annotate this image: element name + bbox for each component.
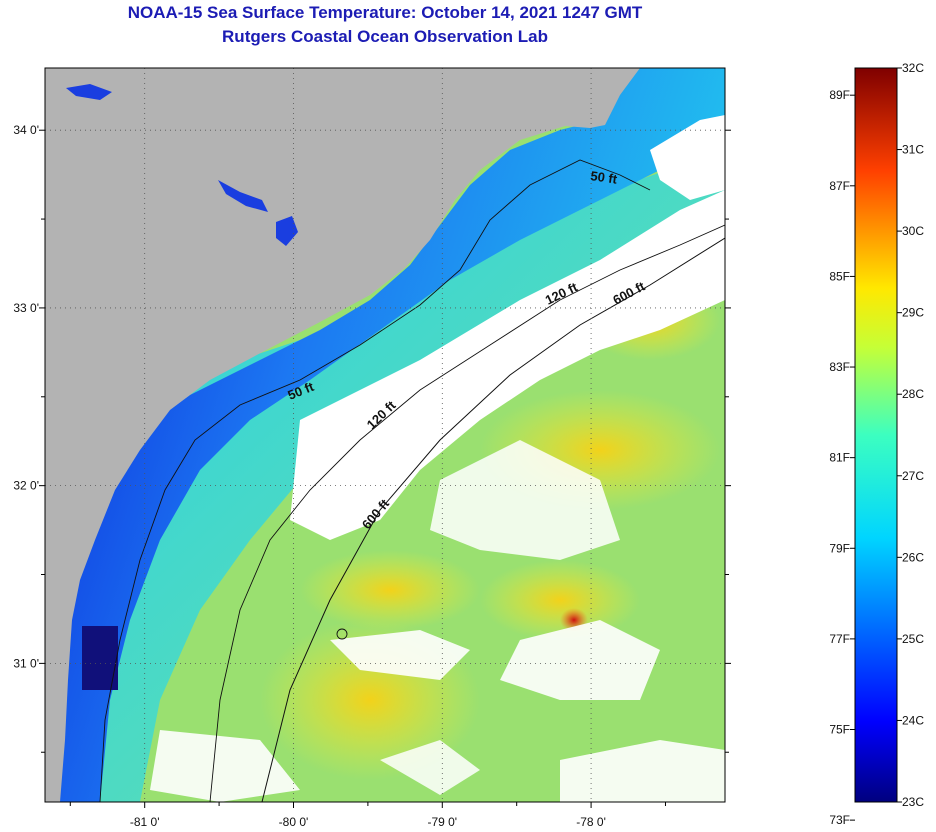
isobath-120ft [209, 224, 725, 802]
isobath-50ft [99, 159, 651, 802]
y-tick-label: 33 0' [13, 301, 39, 315]
cloud-mask [330, 630, 470, 680]
y-tick-label: 34 0' [13, 123, 39, 137]
contour-label-50ft-north: 50 ft [590, 168, 619, 187]
latitude-axis: 34 0' 33 0' 32 0' 31 0' [13, 123, 731, 753]
colorbar-celsius-label: 28C [902, 387, 924, 401]
isobath-closed-contour [336, 628, 348, 640]
land [45, 68, 640, 802]
colorbar-celsius-label: 29C [902, 306, 924, 320]
colorbar-celsius-label: 23C [902, 795, 924, 809]
cloud-mask [650, 115, 725, 200]
y-tick-label: 31 0' [13, 656, 39, 670]
inland-lake [66, 84, 112, 100]
cloud-mask [560, 740, 725, 802]
colorbar-fahrenheit-label: 75F [829, 723, 850, 737]
colorbar-fahrenheit-label: 73F [829, 813, 850, 827]
x-tick-label: -80 0' [279, 815, 309, 829]
isobath-600ft [261, 237, 725, 802]
warm-patch [300, 550, 480, 630]
nearshore-water [45, 68, 725, 802]
cloud-mask [290, 190, 725, 540]
colorbar-fahrenheit-label: 87F [829, 179, 850, 193]
colorbar-celsius-label: 31C [902, 143, 924, 157]
colorbar-fahrenheit-label: 89F [829, 88, 850, 102]
colorbar-celsius-label: 25C [902, 632, 924, 646]
colorbar-celsius-label: 24C [902, 713, 924, 727]
colorbar-celsius-label: 26C [902, 550, 924, 564]
colorbar-celsius-label: 30C [902, 224, 924, 238]
colorbar-fahrenheit-label: 79F [829, 541, 850, 555]
cold-pocket [82, 626, 118, 690]
inland-lake [276, 216, 298, 246]
cloud-mask [150, 730, 300, 802]
x-tick-label: -81 0' [130, 815, 160, 829]
x-tick-label: -78 0' [576, 815, 606, 829]
colorbar-fahrenheit-label: 83F [829, 360, 850, 374]
colorbar-celsius-scale: 32C 31C 30C 29C 28C 27C 26C 25C 24C 23C [897, 61, 924, 809]
x-tick-label: -79 0' [427, 815, 457, 829]
map-title: NOAA-15 Sea Surface Temperature: October… [127, 3, 643, 22]
colorbar-fahrenheit-scale: 89F 87F 85F 83F 81F 79F 77F 75F 73F [829, 88, 855, 827]
graticule [45, 68, 725, 802]
colorbar-fahrenheit-label: 85F [829, 269, 850, 283]
cloud-mask [430, 440, 620, 560]
colorbar-fahrenheit-label: 77F [829, 632, 850, 646]
colorbar-gradient [854, 67, 898, 803]
colorbar-fahrenheit-label: 81F [829, 451, 850, 465]
map-frame [44, 67, 726, 803]
map-subtitle: Rutgers Coastal Ocean Observation Lab [222, 27, 548, 46]
y-tick-label: 32 0' [13, 479, 39, 493]
cloud-mask [500, 620, 660, 700]
inland-lake [218, 180, 268, 212]
longitude-axis: -81 0' -80 0' -79 0' -78 0' [69, 802, 666, 829]
colorbar-celsius-label: 27C [902, 469, 924, 483]
colorbar-celsius-label: 32C [902, 61, 924, 75]
cloud-mask [380, 740, 480, 795]
